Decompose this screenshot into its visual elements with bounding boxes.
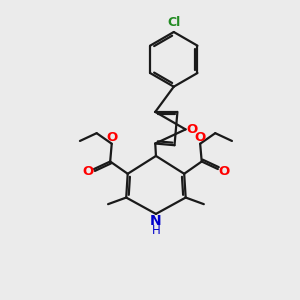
Text: O: O (187, 123, 198, 136)
Text: O: O (82, 165, 94, 178)
Text: O: O (107, 131, 118, 144)
Text: O: O (218, 165, 230, 178)
Text: H: H (152, 224, 160, 237)
Text: N: N (150, 214, 162, 228)
Text: O: O (194, 131, 205, 144)
Text: Cl: Cl (167, 16, 180, 29)
